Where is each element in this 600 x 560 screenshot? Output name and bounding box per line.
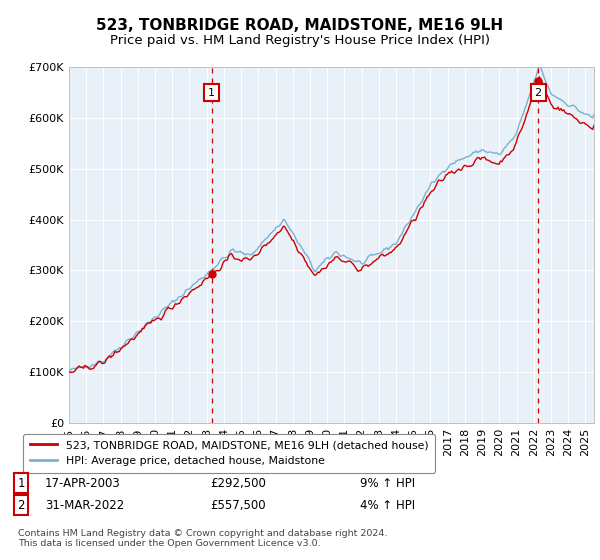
Text: 17-APR-2003: 17-APR-2003 [45, 477, 121, 490]
Text: Contains HM Land Registry data © Crown copyright and database right 2024.
This d: Contains HM Land Registry data © Crown c… [18, 529, 388, 548]
Text: £557,500: £557,500 [210, 498, 266, 512]
Text: 9% ↑ HPI: 9% ↑ HPI [360, 477, 415, 490]
Text: Price paid vs. HM Land Registry's House Price Index (HPI): Price paid vs. HM Land Registry's House … [110, 34, 490, 47]
Text: £292,500: £292,500 [210, 477, 266, 490]
Text: 1: 1 [17, 477, 25, 490]
Text: 31-MAR-2022: 31-MAR-2022 [45, 498, 124, 512]
Text: 2: 2 [17, 498, 25, 512]
Text: 523, TONBRIDGE ROAD, MAIDSTONE, ME16 9LH: 523, TONBRIDGE ROAD, MAIDSTONE, ME16 9LH [97, 18, 503, 32]
Text: 1: 1 [208, 87, 215, 97]
Text: 4% ↑ HPI: 4% ↑ HPI [360, 498, 415, 512]
Legend: 523, TONBRIDGE ROAD, MAIDSTONE, ME16 9LH (detached house), HPI: Average price, d: 523, TONBRIDGE ROAD, MAIDSTONE, ME16 9LH… [23, 433, 435, 473]
Text: 2: 2 [535, 87, 542, 97]
